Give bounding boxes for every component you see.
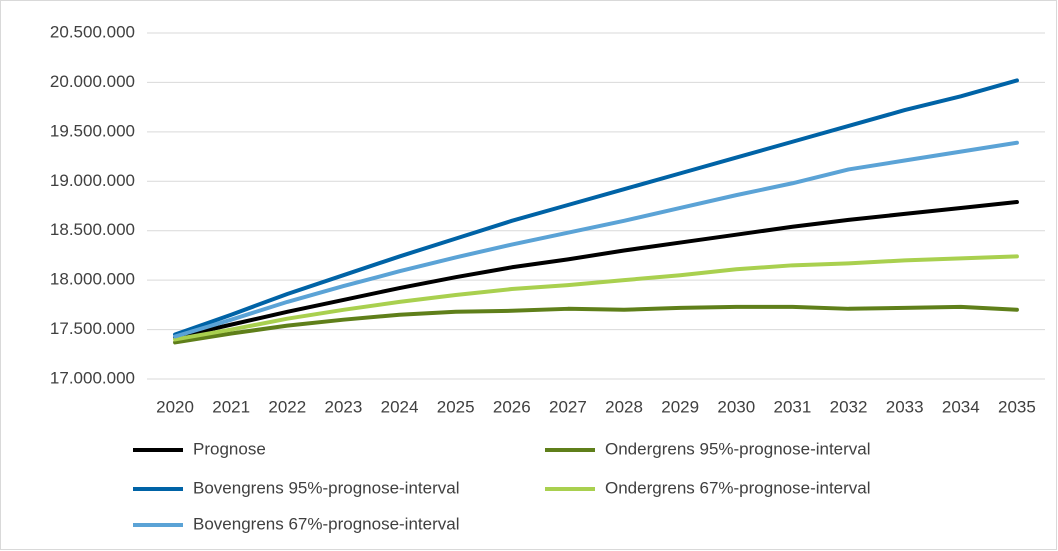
x-tick-label: 2033 <box>886 397 924 416</box>
legend-label: Bovengrens 67%-prognose-interval <box>193 514 460 533</box>
x-tick-label: 2022 <box>268 397 306 416</box>
x-tick-label: 2028 <box>605 397 643 416</box>
x-tick-label: 2023 <box>325 397 363 416</box>
y-tick-label: 19.500.000 <box>50 121 135 140</box>
x-tick-label: 2020 <box>156 397 194 416</box>
x-tick-label: 2025 <box>437 397 475 416</box>
x-tick-label: 2035 <box>998 397 1036 416</box>
y-tick-label: 19.000.000 <box>50 171 135 190</box>
legend-label: Ondergrens 67%-prognose-interval <box>605 478 871 497</box>
x-tick-label: 2024 <box>381 397 419 416</box>
legend-label: Prognose <box>193 439 266 458</box>
x-tick-label: 2026 <box>493 397 531 416</box>
x-tick-label: 2029 <box>661 397 699 416</box>
line-series <box>173 254 1019 342</box>
x-tick-label: 2031 <box>774 397 812 416</box>
legend-label: Ondergrens 95%-prognose-interval <box>605 439 871 458</box>
x-tick-label: 2030 <box>717 397 755 416</box>
line-series <box>173 78 1019 337</box>
y-tick-label: 20.500.000 <box>50 22 135 41</box>
legend-label: Bovengrens 95%-prognose-interval <box>193 478 460 497</box>
y-tick-label: 18.500.000 <box>50 220 135 239</box>
line-series <box>173 304 1019 345</box>
x-tick-label: 2032 <box>830 397 868 416</box>
x-tick-label: 2034 <box>942 397 980 416</box>
y-tick-label: 17.000.000 <box>50 368 135 387</box>
y-tick-label: 20.000.000 <box>50 72 135 91</box>
line-series <box>173 140 1019 339</box>
x-tick-label: 2027 <box>549 397 587 416</box>
y-tick-label: 18.000.000 <box>50 270 135 289</box>
line-series <box>173 200 1019 340</box>
y-tick-label: 17.500.000 <box>50 319 135 338</box>
x-tick-label: 2021 <box>212 397 250 416</box>
